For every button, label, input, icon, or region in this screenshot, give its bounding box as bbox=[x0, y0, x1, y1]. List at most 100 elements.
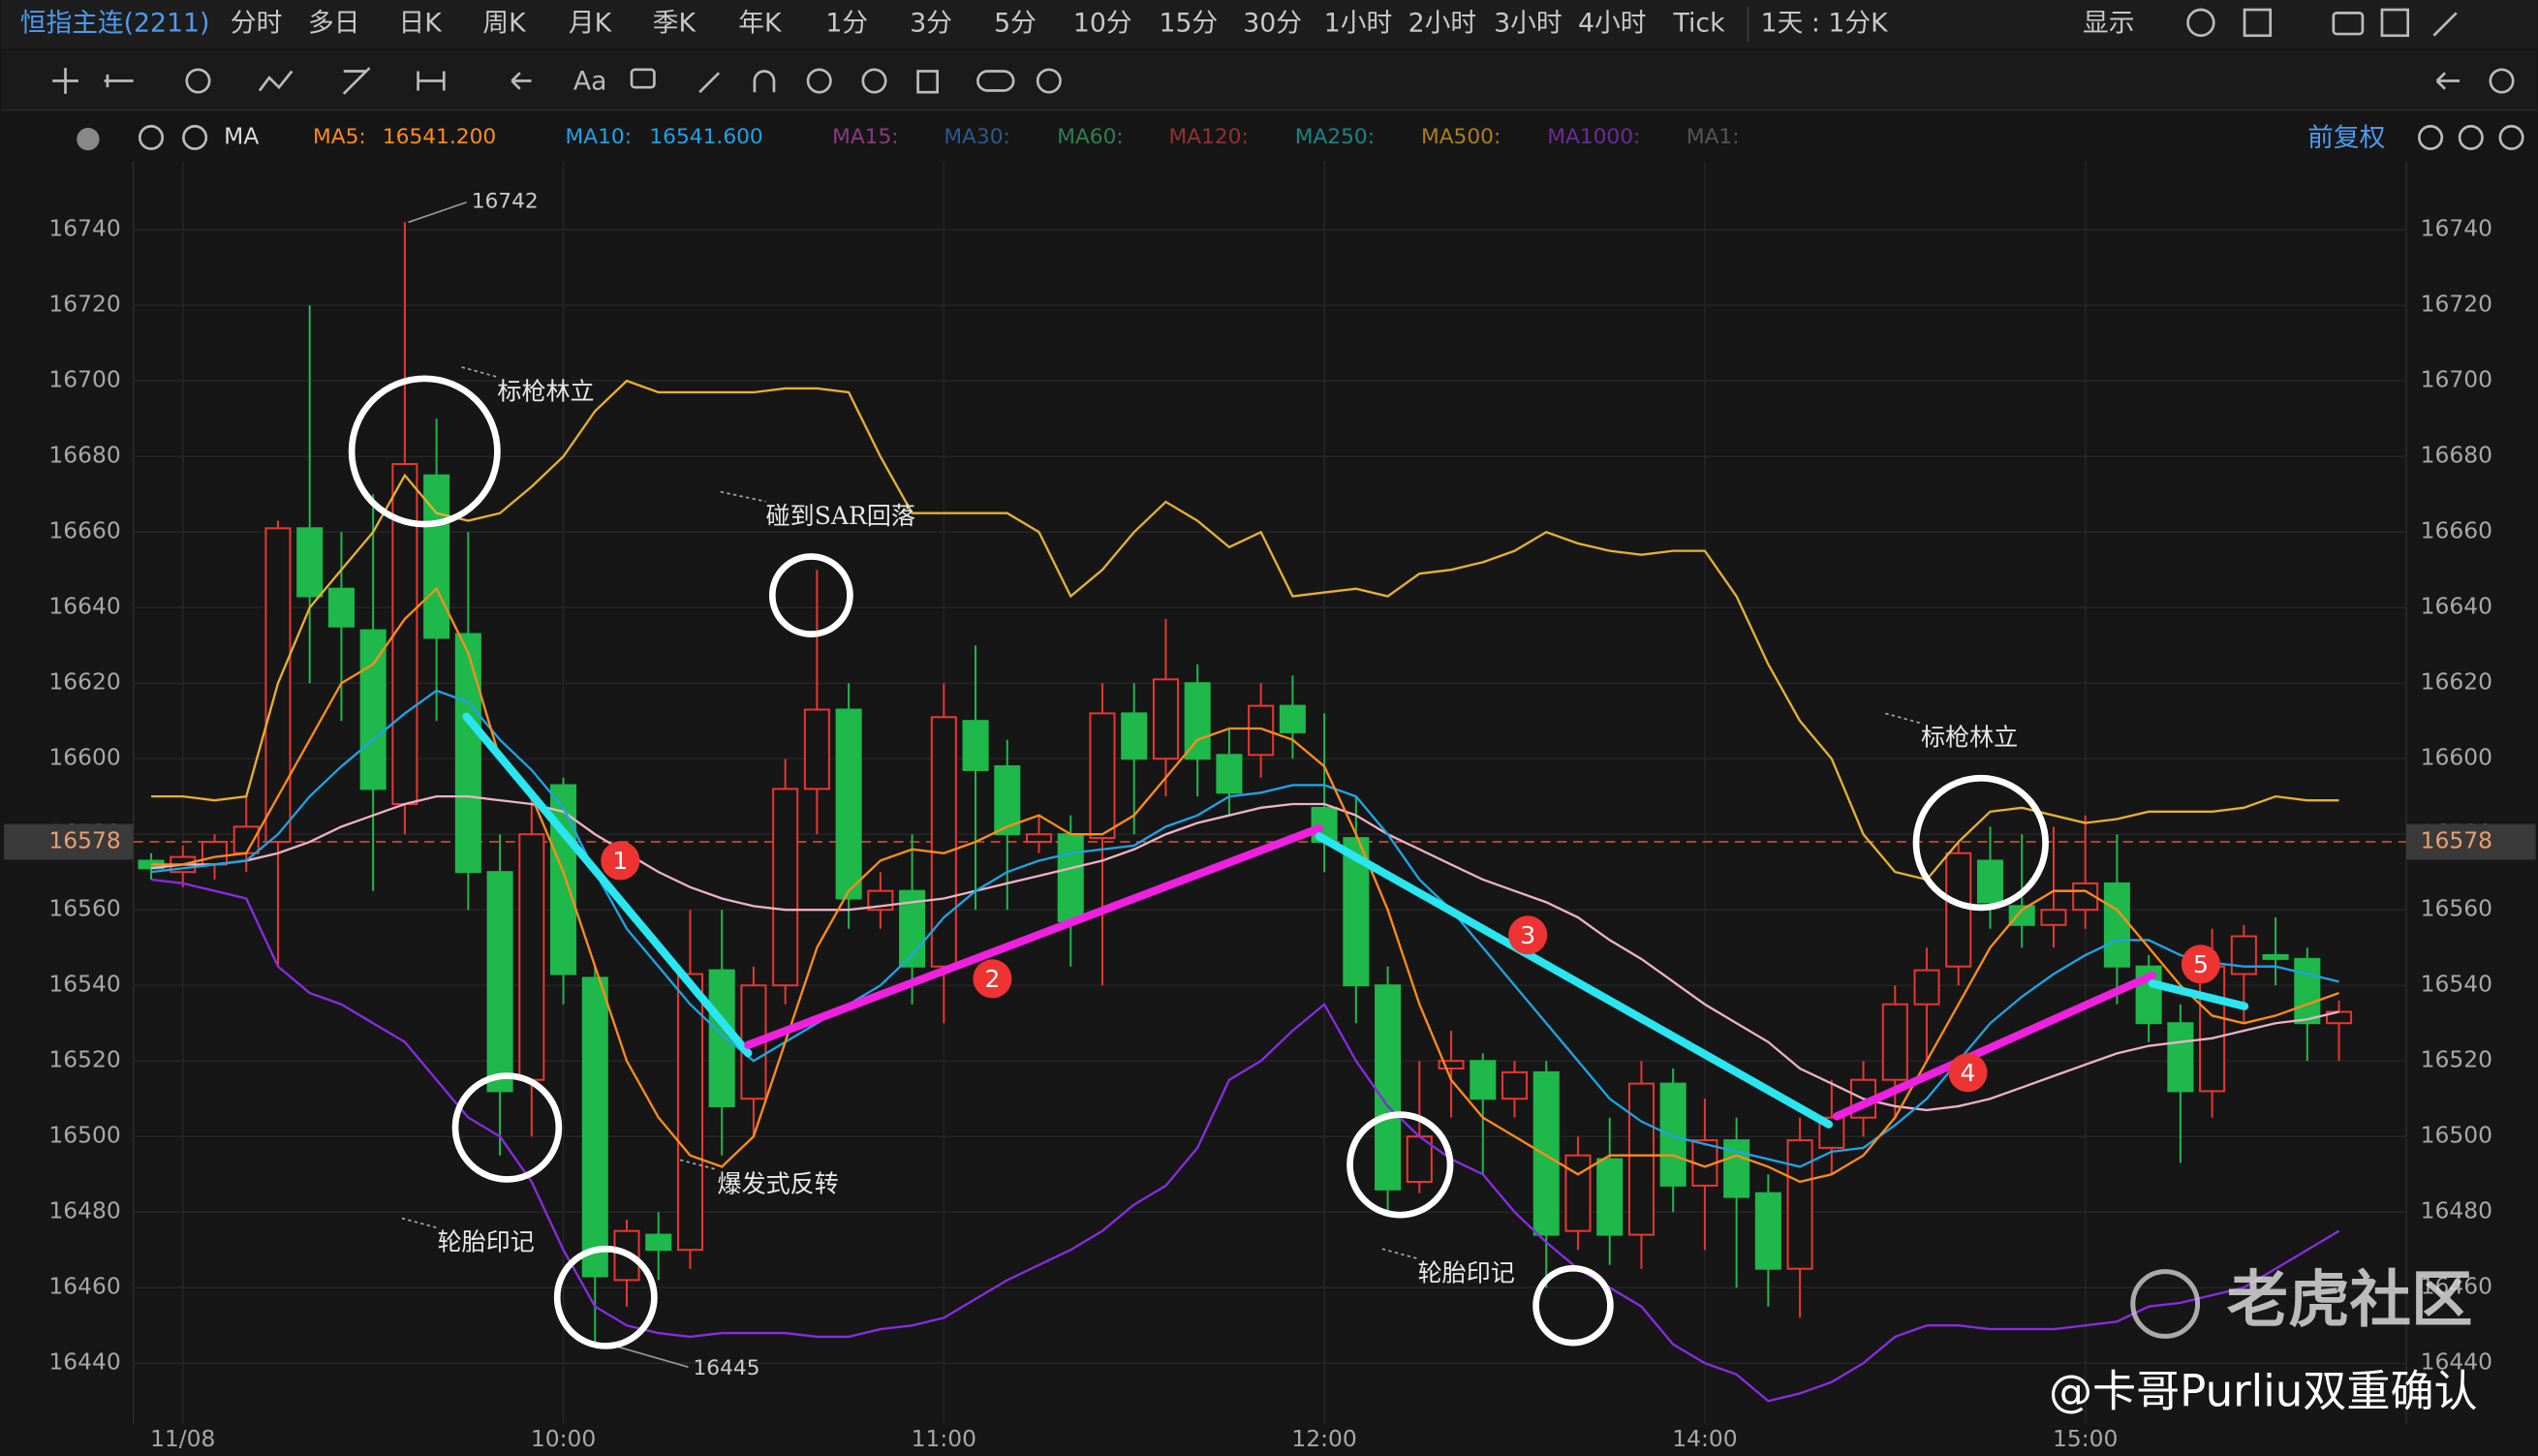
magnet-icon[interactable] bbox=[753, 70, 776, 93]
arrow-icon[interactable] bbox=[511, 72, 532, 90]
toggle-icon[interactable] bbox=[976, 70, 1015, 92]
candle-body bbox=[708, 969, 735, 1108]
line-icon[interactable] bbox=[104, 74, 134, 88]
zoom-out-icon[interactable] bbox=[2458, 124, 2484, 150]
y-tick-label: 16620 bbox=[48, 668, 120, 696]
period-tab[interactable]: 周K bbox=[482, 9, 527, 39]
range-select[interactable]: 1天 : 1分K bbox=[1761, 9, 1889, 39]
y-tick-label: 16600 bbox=[48, 744, 120, 771]
period-tab[interactable]: 10分 bbox=[1073, 9, 1132, 39]
y-tick-label: 16680 bbox=[2421, 442, 2492, 469]
highlight-circle bbox=[1346, 1111, 1454, 1219]
annotation: 碰到SAR回落 bbox=[766, 502, 915, 530]
candle-body bbox=[486, 871, 513, 1093]
collapse-icon[interactable] bbox=[77, 127, 100, 151]
wave-number: 3 bbox=[1520, 921, 1535, 949]
period-tab[interactable]: Tick bbox=[1672, 9, 1725, 39]
candle-body bbox=[1627, 1082, 1655, 1236]
candle-body bbox=[1723, 1139, 1750, 1198]
settings-icon[interactable] bbox=[139, 124, 165, 150]
period-tab[interactable]: 多日 bbox=[308, 9, 359, 39]
y-tick-label: 16440 bbox=[2421, 1348, 2492, 1376]
hide-icon[interactable] bbox=[861, 68, 887, 94]
period-tab[interactable]: 2小时 bbox=[1408, 9, 1476, 39]
undo-icon[interactable] bbox=[2435, 72, 2461, 90]
period-tab[interactable]: 15分 bbox=[1159, 9, 1218, 39]
candle-body bbox=[1532, 1070, 1560, 1236]
y-tick-label: 16740 bbox=[48, 215, 120, 242]
layout-icon[interactable] bbox=[2243, 8, 2273, 38]
wave-number: 2 bbox=[984, 965, 1000, 993]
ma-legend-name: MA120: bbox=[1168, 125, 1248, 149]
note-icon[interactable] bbox=[630, 68, 656, 89]
y-tick-label: 16620 bbox=[2421, 668, 2492, 696]
wave-icon[interactable] bbox=[258, 70, 294, 92]
edit-icon[interactable] bbox=[2380, 8, 2410, 38]
display-menu[interactable]: 显示 bbox=[2083, 9, 2134, 39]
period-tab[interactable]: 30分 bbox=[1243, 9, 1302, 39]
candle-body bbox=[1786, 1139, 1813, 1270]
period-tab[interactable]: 4小时 bbox=[1578, 9, 1646, 39]
ma-legend-name: MA1000: bbox=[1547, 125, 1640, 149]
period-tab[interactable]: 分时 bbox=[231, 9, 282, 39]
ma-legend-name: MA15: bbox=[832, 125, 899, 149]
reset-icon[interactable] bbox=[2418, 124, 2444, 150]
candle-body bbox=[2230, 935, 2257, 976]
period-tab[interactable]: 3分 bbox=[910, 9, 952, 39]
period-tab[interactable]: 1分 bbox=[825, 9, 868, 39]
indicator-select[interactable]: MA bbox=[224, 122, 259, 149]
period-tab[interactable]: 日K bbox=[399, 9, 444, 39]
circle-icon[interactable] bbox=[185, 68, 211, 94]
fib-icon[interactable] bbox=[342, 67, 371, 95]
highlight-circle bbox=[553, 1245, 658, 1349]
candle-body bbox=[2167, 1022, 2194, 1093]
symbol[interactable]: 恒指主连(2211) bbox=[20, 9, 210, 39]
x-tick-label: 11/08 bbox=[150, 1425, 215, 1452]
wave-number: 1 bbox=[612, 847, 628, 875]
y-tick-label: 16700 bbox=[2421, 366, 2492, 393]
wave-line bbox=[744, 823, 1323, 1049]
candle-body bbox=[1184, 682, 1211, 760]
candle-body bbox=[423, 474, 450, 639]
pen-icon[interactable] bbox=[2432, 12, 2458, 37]
zoom-in-icon[interactable] bbox=[2498, 124, 2524, 150]
move-icon[interactable] bbox=[52, 68, 78, 94]
period-tab[interactable]: 季K bbox=[653, 9, 697, 39]
settings-icon[interactable] bbox=[2489, 68, 2515, 94]
candle-body bbox=[581, 976, 608, 1278]
settings-icon[interactable] bbox=[1036, 68, 1062, 94]
text-tool[interactable]: Aa bbox=[573, 67, 607, 97]
leader bbox=[408, 201, 467, 224]
candle-body bbox=[1248, 704, 1275, 757]
candle-body bbox=[1976, 859, 2004, 904]
candle-body bbox=[201, 840, 229, 866]
drawing-tools[interactable] bbox=[52, 8, 2524, 150]
lock-icon[interactable] bbox=[806, 68, 832, 94]
candle-body bbox=[1945, 852, 1972, 968]
candle-body bbox=[835, 708, 862, 900]
measure-icon[interactable] bbox=[417, 71, 446, 91]
period-tab[interactable]: 1小时 bbox=[1324, 9, 1392, 39]
candle-body bbox=[772, 788, 799, 987]
period-tab[interactable]: 5分 bbox=[994, 9, 1037, 39]
y-tick-label: 16540 bbox=[48, 971, 120, 998]
wave-line bbox=[2148, 979, 2249, 1010]
period-tab[interactable]: 年K bbox=[738, 9, 783, 39]
wave-line bbox=[462, 712, 753, 1058]
delete-icon[interactable] bbox=[916, 70, 939, 94]
ma-legend-name: MA250: bbox=[1295, 125, 1375, 149]
tool-bar bbox=[0, 49, 2538, 108]
period-tab[interactable]: 3小时 bbox=[1494, 9, 1562, 39]
wave-line bbox=[1832, 971, 2156, 1121]
pen-icon[interactable] bbox=[698, 72, 721, 94]
adjust-select[interactable]: 前复权 bbox=[2307, 123, 2385, 153]
candle-body bbox=[803, 708, 830, 790]
y-tick-label: 16540 bbox=[2421, 971, 2492, 998]
settings-icon[interactable] bbox=[2186, 8, 2215, 38]
period-tab[interactable]: 月K bbox=[569, 9, 613, 39]
camera-icon[interactable] bbox=[2332, 12, 2365, 36]
candle-body bbox=[962, 720, 989, 771]
price-tag bbox=[2406, 823, 2536, 860]
close-icon[interactable] bbox=[182, 124, 208, 150]
